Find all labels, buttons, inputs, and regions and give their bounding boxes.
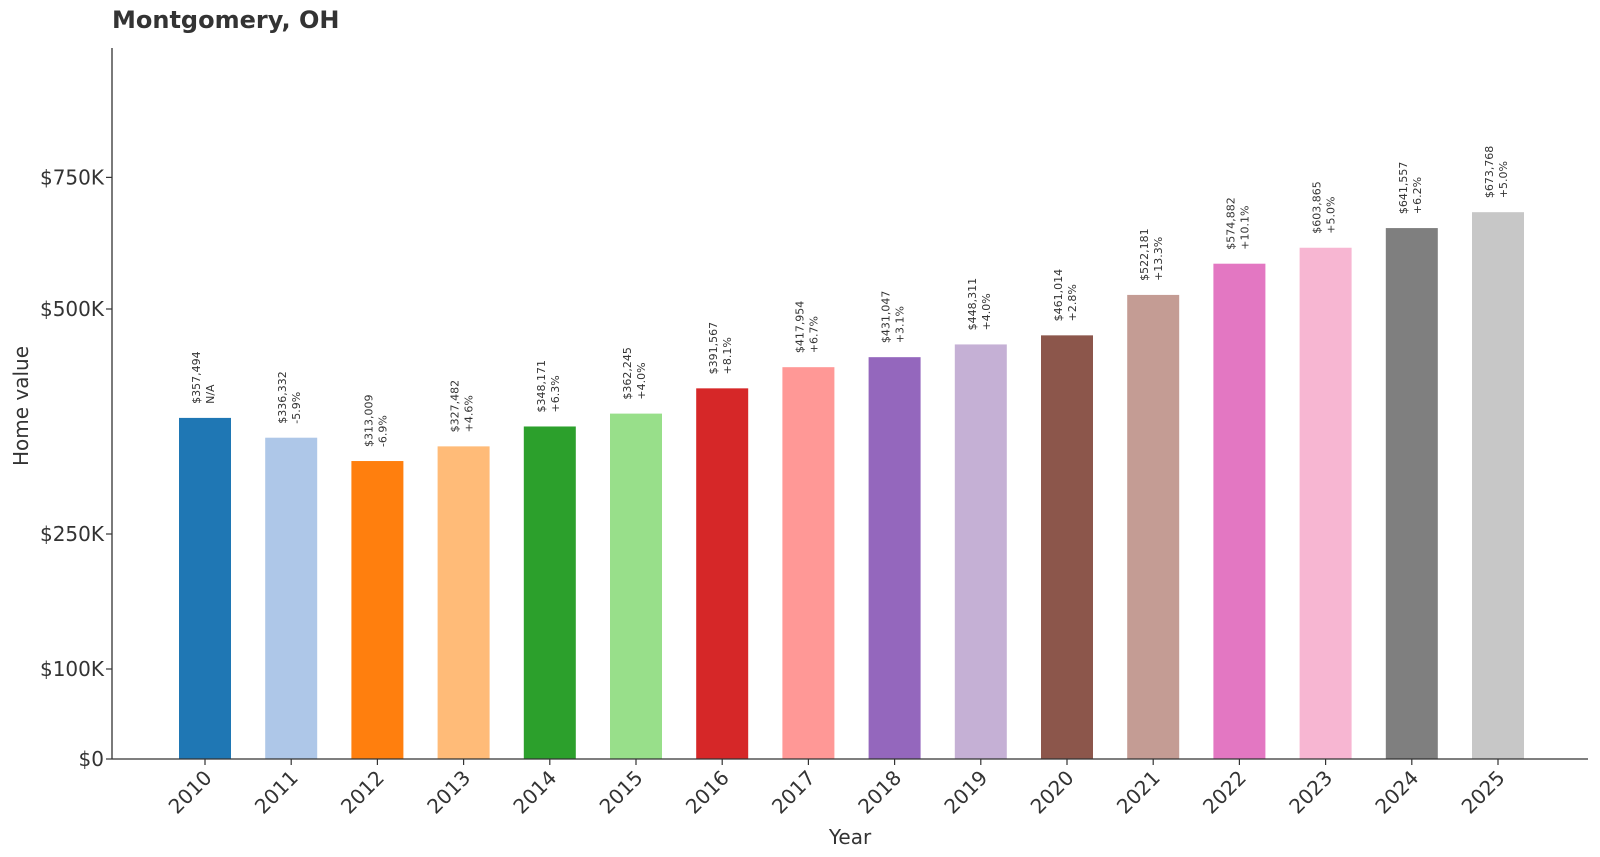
bar-change-label: +4.6%: [463, 395, 476, 432]
bar-label-group: $461,014 +2.8%: [1052, 269, 1079, 322]
x-tick-label: 2023: [1284, 766, 1337, 819]
bar-label-group: $362,245 +4.0%: [621, 347, 648, 400]
bar-change-label: N/A: [204, 384, 217, 404]
bar-label-group: $417,954 +6.7%: [793, 301, 820, 354]
x-tick-label: 2025: [1457, 766, 1510, 819]
bar-2015: [610, 413, 662, 759]
bar-value-label: $336,332: [276, 371, 289, 424]
x-tick-label: 2017: [767, 766, 820, 819]
bar-value-label: $313,009: [362, 395, 375, 448]
bar-label-group: $327,482 +4.6%: [449, 380, 476, 433]
x-tick-label: 2012: [336, 766, 389, 819]
x-tick-label: 2019: [939, 766, 992, 819]
bar-2023: [1299, 247, 1352, 759]
bar-value-label: $327,482: [449, 380, 462, 433]
value-labels-layer: $357,494 N/A $336,332 -5.9% $313,009 -6.9% $32…: [190, 146, 1510, 447]
y-tick-label: $250K: [40, 522, 105, 546]
bar-value-label: $448,311: [966, 278, 979, 331]
y-axis-title: Home value: [9, 346, 33, 466]
bar-label-group: $603,865 +5.0%: [1311, 181, 1338, 234]
bar-value-label: $574,882: [1224, 197, 1237, 250]
x-tick-label: 2016: [681, 766, 734, 819]
y-tick-label: $0: [79, 747, 104, 771]
bar-value-label: $673,768: [1483, 146, 1496, 199]
bar-label-group: $641,557 +6.2%: [1397, 162, 1424, 215]
bar-change-label: +4.0%: [980, 293, 993, 330]
bar-2011: [265, 437, 318, 759]
x-tick-label: 2020: [1026, 766, 1079, 819]
y-tick-label: $750K: [40, 165, 105, 189]
bar-2017: [782, 367, 835, 759]
bar-value-label: $417,954: [793, 301, 806, 354]
bar-value-label: $431,047: [880, 291, 893, 344]
bar-change-label: +10.1%: [1238, 206, 1251, 250]
bar-label-group: $431,047 +3.1%: [880, 291, 907, 344]
bar-change-label: +3.1%: [894, 306, 907, 343]
bar-2013: [437, 446, 490, 759]
bar-change-label: +5.0%: [1325, 197, 1338, 234]
x-axis-title: Year: [828, 825, 872, 849]
x-tick-label: 2015: [595, 766, 648, 819]
bar-label-group: $336,332 -5.9%: [276, 371, 303, 424]
bar-2020: [1041, 335, 1093, 759]
bar-label-group: $448,311 +4.0%: [966, 278, 993, 331]
chart-title: Montgomery, OH: [112, 6, 340, 34]
bar-2022: [1213, 263, 1266, 759]
bar-2018: [868, 357, 921, 759]
bar-change-label: +6.3%: [549, 375, 562, 412]
bar-change-label: +4.0%: [635, 362, 648, 399]
bar-value-label: $522,181: [1138, 228, 1151, 281]
bar-2014: [523, 426, 576, 759]
x-tick-label: 2021: [1112, 766, 1165, 819]
y-tick-label: $100K: [40, 657, 105, 681]
bars-layer: [179, 212, 1524, 760]
bar-change-label: -5.9%: [290, 392, 303, 424]
bar-label-group: $391,567 +8.1%: [707, 322, 734, 375]
bar-change-label: +6.7%: [807, 316, 820, 353]
bar-value-label: $391,567: [707, 322, 720, 375]
bar-label-group: $522,181 +13.3%: [1138, 228, 1165, 281]
bar-change-label: +5.0%: [1497, 161, 1510, 198]
bar-change-label: +8.1%: [721, 337, 734, 374]
bar-label-group: $348,171 +6.3%: [535, 360, 562, 413]
bar-value-label: $461,014: [1052, 269, 1065, 322]
bar-change-label: +2.8%: [1066, 284, 1079, 321]
bar-label-group: $357,494 N/A: [190, 351, 217, 404]
bar-2024: [1385, 228, 1438, 760]
bar-2025: [1472, 212, 1524, 760]
bar-value-label: $603,865: [1311, 181, 1324, 234]
x-tick-label: 2010: [164, 766, 217, 819]
x-tick-label: 2011: [250, 766, 303, 819]
bar-value-label: $348,171: [535, 360, 548, 413]
bar-change-label: +6.2%: [1411, 177, 1424, 214]
bar-change-label: -6.9%: [376, 415, 389, 447]
bar-value-label: $362,245: [621, 347, 634, 400]
bar-2021: [1127, 294, 1180, 759]
x-tick-label: 2018: [853, 766, 906, 819]
x-tick-label: 2024: [1370, 766, 1423, 819]
bar-value-label: $357,494: [190, 351, 203, 404]
bar-label-group: $313,009 -6.9%: [362, 395, 389, 448]
bar-2012: [351, 461, 404, 759]
bar-label-group: $574,882 +10.1%: [1224, 197, 1251, 250]
bar-change-label: +13.3%: [1152, 237, 1165, 281]
bar-value-label: $641,557: [1397, 162, 1410, 215]
x-tick-label: 2013: [422, 766, 475, 819]
bar-2019: [954, 344, 1007, 759]
x-tick-label: 2022: [1198, 766, 1251, 819]
bar-2010: [179, 417, 231, 759]
bar-label-group: $673,768 +5.0%: [1483, 146, 1510, 199]
bar-2016: [696, 388, 749, 759]
x-tick-label: 2014: [508, 766, 561, 819]
y-tick-label: $500K: [40, 297, 105, 321]
